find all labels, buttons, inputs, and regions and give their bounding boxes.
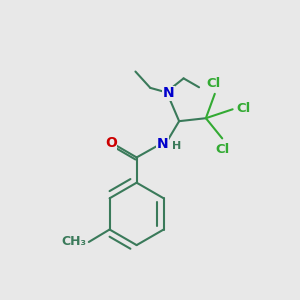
Text: Cl: Cl	[216, 142, 230, 156]
Text: O: O	[105, 136, 117, 151]
Text: N: N	[162, 86, 174, 100]
Text: N: N	[157, 137, 168, 151]
Text: CH₃: CH₃	[61, 236, 86, 248]
Text: Cl: Cl	[237, 102, 251, 115]
Text: Cl: Cl	[206, 77, 220, 90]
Text: H: H	[172, 141, 182, 152]
